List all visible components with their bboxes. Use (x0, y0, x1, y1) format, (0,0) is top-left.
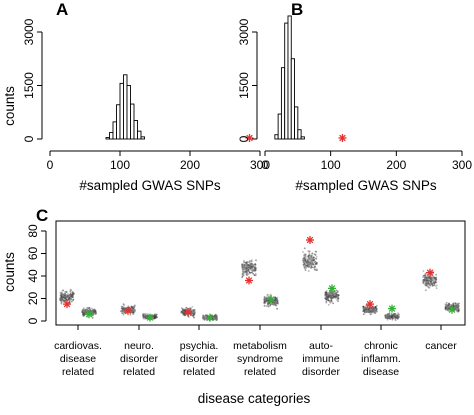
category-label: related (62, 366, 94, 378)
panel-c-y-tick-label: 20 (26, 292, 40, 306)
panel-a-x-tick-label: 200 (180, 158, 200, 172)
category-label: related (123, 366, 155, 378)
panel-letter-c: C (36, 206, 48, 225)
panel-c-plot-frame (55, 220, 466, 326)
histogram-panel-a: counts #sampled GWAS SNPs 0 100 200 3000150… (2, 18, 270, 193)
panel-letter-b: B (291, 0, 303, 19)
panel-b-y-tick-label: 1500 (237, 72, 251, 99)
histogram-bar (290, 58, 295, 140)
histogram-bar (287, 15, 292, 140)
histogram-bar (119, 82, 124, 140)
panel-c-xlabel: disease categories (198, 391, 311, 406)
category-label: disorder (120, 353, 158, 365)
panel-a-x-tick-label: 300 (250, 158, 270, 172)
panel-a-xlabel: #sampled GWAS SNPs (79, 178, 221, 193)
category-label: neuro. (124, 340, 154, 352)
category-label: auto- (309, 340, 333, 352)
panel-c-y-tick-label: 0 (26, 317, 40, 324)
observed-value-marker (388, 304, 396, 313)
observed-value-marker (206, 313, 214, 322)
category-label: disease (363, 366, 399, 378)
histogram-bar (109, 132, 114, 140)
panel-a-y-tick-label: 3000 (22, 18, 36, 45)
panel-a-y-tick-label: 0 (22, 135, 36, 142)
observed-value-marker (366, 300, 374, 309)
histogram-bar (300, 136, 305, 140)
category-label: related (183, 366, 215, 378)
category-label: psychia. (180, 340, 219, 352)
observed-value-marker (245, 276, 253, 285)
panel-c-y-tick-label: 80 (26, 224, 40, 238)
histogram-bar (123, 74, 128, 140)
histogram-bar (294, 106, 299, 140)
panel-a-x-tick-label: 100 (110, 158, 130, 172)
category-label: cancer (425, 340, 457, 352)
histogram-bar (126, 85, 131, 140)
panel-c-ylabel: counts (2, 252, 17, 292)
histogram-bar (284, 22, 289, 140)
panel-c-y-tick-label: 60 (26, 247, 40, 261)
category-label: disease (60, 353, 96, 365)
histogram-bar (277, 113, 282, 140)
simulated-distribution (59, 288, 75, 305)
category-label: related (244, 366, 276, 378)
category-label: metabolism (233, 340, 287, 352)
panel-a-x-tick-label: 0 (47, 158, 54, 172)
observed-value-marker (338, 134, 347, 142)
simulated-distribution (324, 289, 340, 306)
simulated-distribution (241, 259, 257, 279)
category-label: cardiovas. (54, 340, 102, 352)
histogram-bar (140, 136, 145, 140)
histogram-bar (130, 103, 135, 140)
stripchart-panel-c: counts disease categories 0 20 40 60 80 cardi… (2, 220, 466, 406)
observed-value-marker (267, 295, 275, 304)
category-label: inflamm. (361, 353, 401, 365)
histogram-bar (297, 129, 302, 140)
simulated-distribution (302, 247, 318, 272)
observed-value-marker (426, 268, 434, 277)
histogram-bar (112, 121, 117, 140)
observed-value-marker (184, 308, 192, 316)
observed-value-marker (146, 313, 154, 322)
category-label: chronic (364, 340, 398, 352)
panel-a-y-tick-label: 1500 (22, 72, 36, 99)
histogram-bar (105, 137, 110, 140)
panel-b-x-tick-label: 0 (262, 158, 269, 172)
observed-value-marker (306, 236, 314, 244)
simulated-distribution (422, 270, 438, 292)
panel-letter-a: A (56, 0, 68, 19)
panel-b-y-tick-label: 0 (237, 135, 251, 142)
category-label: disorder (302, 366, 340, 378)
observed-value-marker (328, 284, 336, 293)
panel-b-y-tick-label: 3000 (237, 18, 251, 45)
observed-value-marker (85, 310, 93, 319)
category-label: immune (302, 353, 340, 365)
panel-c-y-tick-label: 40 (26, 269, 40, 283)
category-label: syndrome (237, 353, 283, 365)
observed-value-marker (448, 305, 456, 314)
observed-value-marker (124, 306, 132, 315)
observed-value-marker (245, 134, 254, 142)
panel-b-x-tick-label: 300 (452, 158, 472, 172)
histogram-bar (137, 130, 142, 140)
category-label: disorder (180, 353, 218, 365)
simulated-distribution (384, 312, 400, 321)
panel-b-xlabel: #sampled GWAS SNPs (295, 178, 437, 193)
panel-b-x-tick-label: 200 (386, 158, 406, 172)
histogram-bar (274, 134, 279, 140)
panel-b-x-tick-label: 100 (321, 158, 341, 172)
panel-a-ylabel: counts (2, 86, 17, 126)
histogram-bar (133, 120, 138, 140)
histogram-bar (280, 67, 286, 140)
histogram-bar (116, 104, 121, 140)
observed-value-marker (63, 300, 71, 309)
